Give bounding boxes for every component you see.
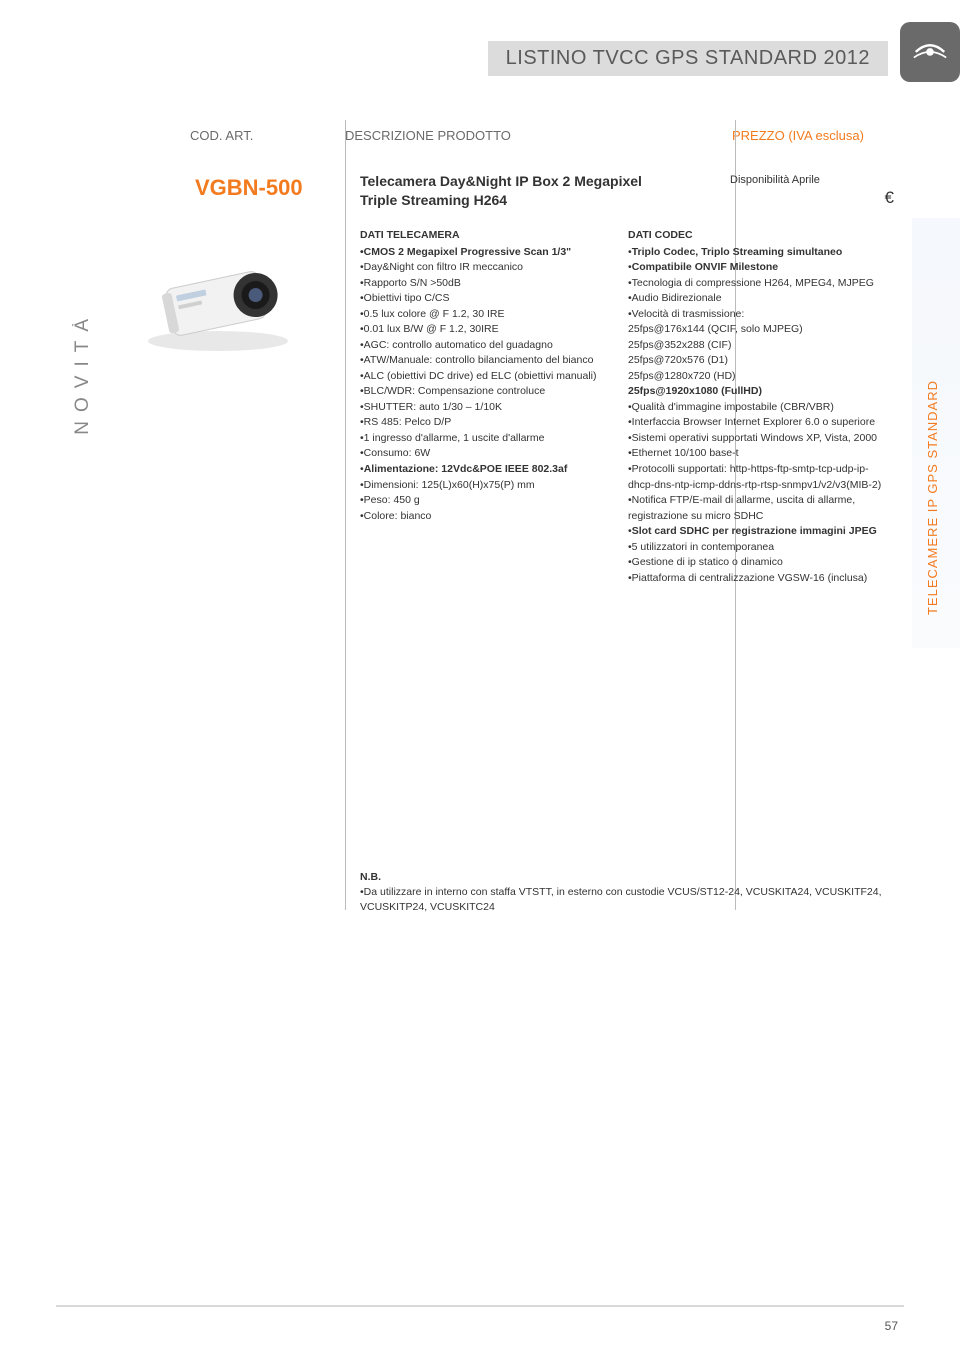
spec-line: •RS 485: Pelco D/P [360,415,612,431]
spec-line: •Notifica FTP/E-mail di allarme, uscita … [628,493,884,524]
spec-right: DATI CODEC •Triplo Codec, Triplo Streami… [622,228,884,586]
spec-line: •Day&Night con filtro IR meccanico [360,260,612,276]
page-number: 57 [885,1319,898,1333]
spec-line: •Compatibile ONVIF Milestone [628,260,884,276]
side-label: TELECAMERE IP GPS STANDARD [925,380,940,615]
spec-line: •Alimentazione: 12Vdc&POE IEEE 802.3af [360,462,612,478]
spec-line: •Ethernet 10/100 base-t [628,446,884,462]
spec-line: •Gestione di ip statico o dinamico [628,555,884,571]
footer-line [56,1305,904,1307]
spec-line: •SHUTTER: auto 1/30 – 1/10K [360,400,612,416]
spec-line: •Interfaccia Browser Internet Explorer 6… [628,415,884,431]
spec-line: •Sistemi operativi supportati Windows XP… [628,431,884,447]
spec-columns: DATI TELECAMERA •CMOS 2 Megapixel Progre… [360,228,890,586]
page-title: LISTINO TVCC GPS STANDARD 2012 [488,41,888,76]
spec-line: •Obiettivi tipo C/CS [360,291,612,307]
spec-left: DATI TELECAMERA •CMOS 2 Megapixel Progre… [360,228,622,586]
nb-text: •Da utilizzare in interno con staffa VTS… [360,885,890,915]
table-header: COD. ART. DESCRIZIONE PRODOTTO PREZZO (I… [190,128,902,143]
spec-line: •Slot card SDHC per registrazione immagi… [628,524,884,540]
spec-line: •Rapporto S/N >50dB [360,276,612,292]
col-desc: DESCRIZIONE PRODOTTO [345,128,732,143]
spec-line: •1 ingresso d'allarme, 1 uscite d'allarm… [360,431,612,447]
nb-block: N.B. •Da utilizzare in interno con staff… [360,870,890,916]
right-heading: DATI CODEC [628,228,884,244]
euro-symbol: € [885,188,894,208]
left-heading: DATI TELECAMERA [360,228,612,244]
spec-line: 25fps@1280x720 (HD) [628,369,884,385]
spec-line: •0.01 lux B/W @ F 1.2, 30IRE [360,322,612,338]
spec-line: •BLC/WDR: Compensazione controluce [360,384,612,400]
availability: Disponibilità Aprile [730,172,820,210]
spec-line: •Peso: 450 g [360,493,612,509]
product-code: VGBN-500 [195,175,303,201]
spec-line: •CMOS 2 Megapixel Progressive Scan 1/3" [360,245,612,261]
spec-line: •Qualità d'immagine impostabile (CBR/VBR… [628,400,884,416]
brand-icon-box [900,22,960,82]
spec-line: •Velocità di trasmissione: [628,307,884,323]
product-image [118,228,318,373]
spec-line: •Piattaforma di centralizzazione VGSW-16… [628,571,884,587]
spec-line: •ALC (obiettivi DC drive) ed ELC (obiett… [360,369,612,385]
product-title: Telecamera Day&Night IP Box 2 Megapixel … [360,172,730,210]
title-line2: Triple Streaming H264 [360,192,507,208]
product-title-row: Telecamera Day&Night IP Box 2 Megapixel … [360,172,902,210]
spec-line: •Dimensioni: 125(L)x60(H)x75(P) mm [360,478,612,494]
spec-line: •Protocolli supportati: http-https-ftp-s… [628,462,884,493]
spec-line: •AGC: controllo automatico del guadagno [360,338,612,354]
spec-line: 25fps@176x144 (QCIF, solo MJPEG) [628,322,884,338]
spec-line: •ATW/Manuale: controllo bilanciamento de… [360,353,612,369]
spec-line: •Tecnologia di compressione H264, MPEG4,… [628,276,884,292]
spec-line: •Colore: bianco [360,509,612,525]
spec-line: •Consumo: 6W [360,446,612,462]
spec-line: 25fps@720x576 (D1) [628,353,884,369]
title-line1: Telecamera Day&Night IP Box 2 Megapixel [360,173,642,189]
spec-line: 25fps@1920x1080 (FullHD) [628,384,884,400]
col-price: PREZZO (IVA esclusa) [732,128,902,143]
novita-label: NOVITÀ [72,310,94,435]
divider-left [345,120,346,910]
col-cod: COD. ART. [190,128,345,143]
spec-line: •Audio Bidirezionale [628,291,884,307]
spec-line: •0.5 lux colore @ F 1.2, 30 IRE [360,307,612,323]
spec-line: •Triplo Codec, Triplo Streaming simultan… [628,245,884,261]
spec-line: 25fps@352x288 (CIF) [628,338,884,354]
header-band: LISTINO TVCC GPS STANDARD 2012 [488,40,960,76]
nb-heading: N.B. [360,870,890,885]
spec-line: •5 utilizzatori in contemporanea [628,540,884,556]
eye-icon [911,31,949,74]
